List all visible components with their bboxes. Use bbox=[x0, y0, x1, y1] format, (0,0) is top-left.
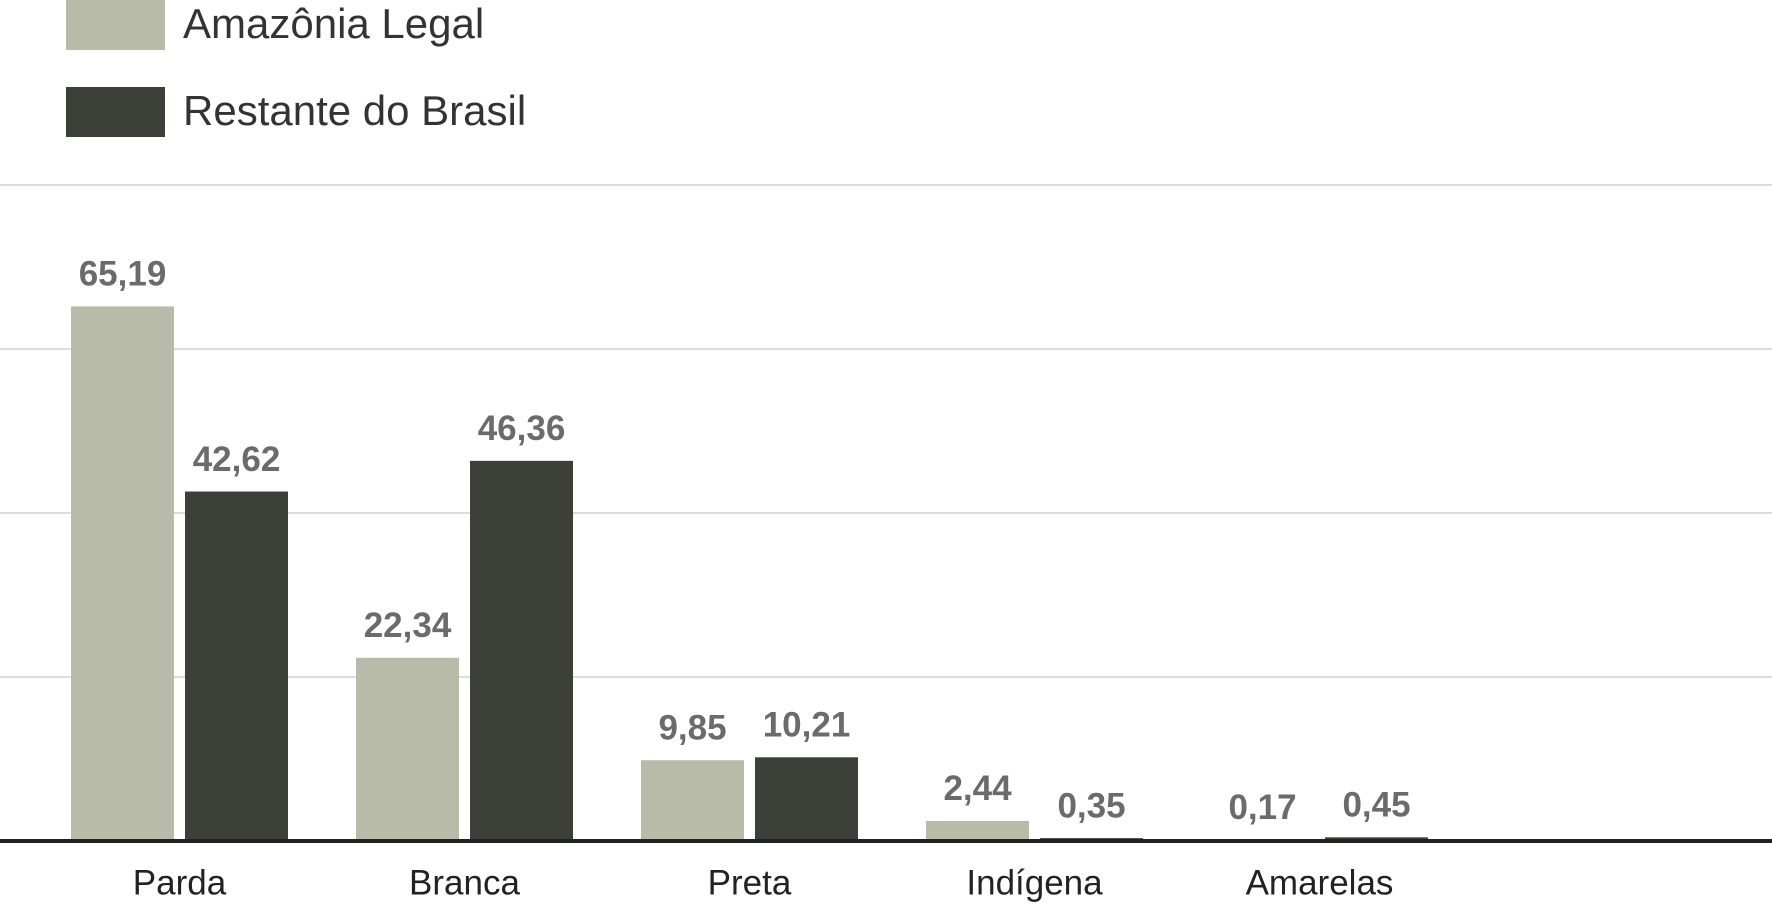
x-tick-label: Parda bbox=[133, 863, 227, 902]
legend-swatch bbox=[66, 0, 165, 50]
legend-label: Amazônia Legal bbox=[183, 0, 484, 47]
value-label: 65,19 bbox=[79, 255, 167, 294]
bar bbox=[185, 491, 288, 841]
bar bbox=[356, 657, 459, 841]
value-label: 42,62 bbox=[193, 440, 281, 479]
x-tick-label: Amarelas bbox=[1246, 863, 1394, 902]
bar bbox=[926, 820, 1029, 841]
bar bbox=[71, 306, 174, 841]
value-label: 2,44 bbox=[943, 769, 1012, 808]
legend-label: Restante do Brasil bbox=[183, 87, 526, 134]
x-tick-label: Branca bbox=[409, 863, 520, 902]
value-label: 0,17 bbox=[1228, 788, 1296, 827]
value-label: 10,21 bbox=[763, 706, 851, 745]
bar bbox=[641, 760, 744, 841]
value-label: 0,35 bbox=[1057, 786, 1125, 825]
legend-swatch bbox=[66, 87, 165, 137]
bar bbox=[470, 460, 573, 841]
value-label: 0,45 bbox=[1342, 786, 1410, 825]
value-label: 22,34 bbox=[364, 606, 452, 645]
value-label: 9,85 bbox=[658, 708, 726, 747]
x-tick-label: Indígena bbox=[966, 863, 1103, 902]
x-tick-label: Preta bbox=[708, 863, 792, 902]
value-label: 46,36 bbox=[478, 409, 566, 448]
bar bbox=[755, 757, 858, 841]
